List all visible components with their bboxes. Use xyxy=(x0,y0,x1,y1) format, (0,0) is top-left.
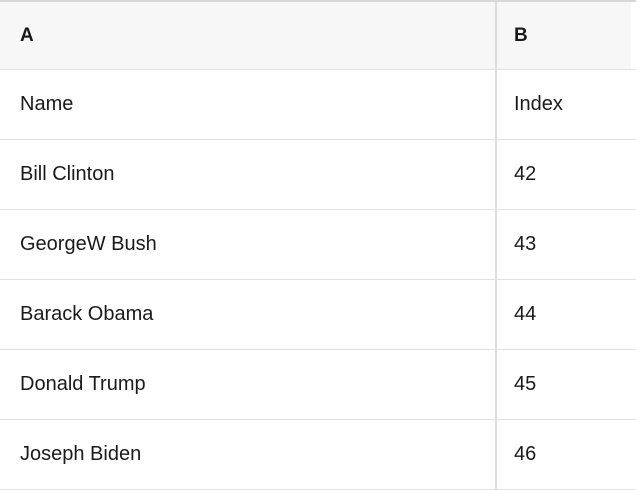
table-row: Joseph Biden 46 xyxy=(0,420,636,490)
table-row: GeorgeW Bush 43 xyxy=(0,210,636,280)
cell-b-46[interactable]: 46 xyxy=(514,443,537,465)
column-header-row: A B xyxy=(0,2,636,70)
column-header-b[interactable]: B xyxy=(497,2,631,69)
table-row: Donald Trump 45 xyxy=(0,350,636,420)
table-row: Name Index xyxy=(0,70,636,140)
table-row: Bill Clinton 42 xyxy=(0,140,636,210)
cell-b-index[interactable]: Index xyxy=(514,93,563,115)
cell-b-42[interactable]: 42 xyxy=(514,163,537,185)
cell-a-joseph-biden[interactable]: Joseph Biden xyxy=(0,420,497,489)
cell-a-bill-clinton[interactable]: Bill Clinton xyxy=(0,140,497,209)
column-header-a[interactable]: A xyxy=(0,2,497,69)
cell-b-44[interactable]: 44 xyxy=(514,303,537,325)
table-row: Barack Obama 44 xyxy=(0,280,636,350)
cell-b-45[interactable]: 45 xyxy=(514,373,537,395)
cell-a-barack-obama[interactable]: Barack Obama xyxy=(0,280,497,349)
cell-a-name[interactable]: Name xyxy=(0,70,497,139)
cell-a-georgew-bush[interactable]: GeorgeW Bush xyxy=(0,210,497,279)
cell-a-donald-trump[interactable]: Donald Trump xyxy=(0,350,497,419)
header-right-gutter xyxy=(631,2,636,69)
cell-b-43[interactable]: 43 xyxy=(514,233,537,255)
